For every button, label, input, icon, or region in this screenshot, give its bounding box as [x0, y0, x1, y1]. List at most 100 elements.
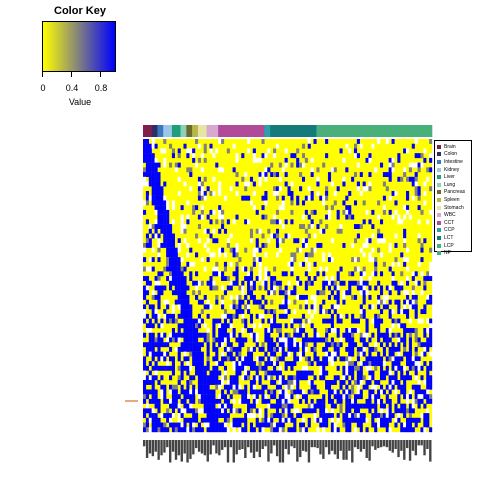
heatmap-cell [235, 380, 239, 385]
heatmap-cell [261, 342, 265, 348]
heatmap-cell [192, 290, 196, 296]
heatmap-cell [284, 309, 288, 315]
heatmap-cell [169, 228, 173, 234]
heatmap-cell [417, 280, 421, 286]
heatmap-cell [299, 186, 303, 192]
heatmap-cell [345, 413, 349, 419]
heatmap-cell [143, 384, 147, 390]
heatmap-cell [339, 318, 343, 324]
heatmap-cell [296, 384, 300, 390]
heatmap-cell [322, 346, 326, 352]
heatmap-cell [203, 304, 207, 310]
heatmap-cell [281, 417, 285, 423]
heatmap-cell [275, 172, 280, 178]
heatmap-cell [377, 233, 381, 239]
heatmap-cell [426, 328, 430, 333]
heatmap-cell [382, 332, 386, 338]
heatmap-cell [203, 365, 207, 371]
heatmap-cell [359, 172, 363, 178]
heatmap-cell [310, 403, 314, 409]
heatmap-cell [287, 342, 291, 348]
heatmap-cell [235, 337, 239, 343]
heatmap-cell [336, 318, 340, 324]
heatmap-cell [189, 380, 193, 385]
heatmap-cell [408, 318, 412, 324]
heatmap-cell [183, 309, 187, 315]
heatmap-cell [307, 403, 311, 409]
heatmap-cell [235, 247, 239, 253]
heatmap-cell [171, 257, 175, 263]
heatmap-cell [189, 328, 193, 333]
heatmap-cell [423, 361, 427, 367]
heatmap-cell [261, 205, 265, 211]
heatmap-cell [270, 389, 274, 395]
column-label-mark [275, 440, 279, 457]
heatmap-cell [327, 413, 332, 419]
heatmap-cell [145, 167, 149, 173]
heatmap-cell [177, 403, 181, 409]
heatmap-cell [151, 143, 155, 149]
heatmap-cell [362, 242, 366, 248]
heatmap-cell [157, 408, 161, 414]
heatmap-cell [345, 408, 349, 414]
heatmap-cell [290, 346, 294, 352]
heatmap-cell [244, 417, 248, 423]
heatmap-cell [151, 181, 155, 187]
heatmap-cell [221, 139, 225, 144]
heatmap-cell [403, 290, 407, 296]
heatmap-cell [186, 394, 190, 400]
heatmap-cell [273, 290, 277, 296]
heatmap-cell [273, 153, 277, 159]
heatmap-cell [223, 328, 228, 333]
heatmap-cell [261, 427, 265, 433]
heatmap-cell [241, 417, 245, 423]
heatmap-cell [261, 389, 265, 395]
heatmap-cell [160, 271, 164, 277]
heatmap-cell [145, 389, 149, 395]
heatmap-cell [148, 332, 152, 338]
heatmap-cell [171, 252, 175, 258]
heatmap-cell [408, 361, 412, 367]
heatmap-cell [163, 356, 167, 362]
heatmap-cell [290, 261, 294, 267]
heatmap-cell [391, 356, 395, 362]
heatmap-cell [270, 280, 274, 286]
heatmap-cell [351, 417, 355, 423]
heatmap-cell [255, 242, 259, 248]
heatmap-cell [189, 394, 193, 400]
heatmap-cell [313, 309, 317, 315]
heatmap-cell [226, 332, 230, 338]
heatmap-cell [232, 375, 236, 381]
heatmap-cell [353, 257, 358, 263]
heatmap-cell [348, 380, 352, 385]
heatmap-cell [299, 351, 303, 357]
heatmap-cell [310, 380, 314, 385]
heatmap-cell [414, 365, 418, 371]
heatmap-cell [414, 280, 418, 286]
heatmap-cell [284, 271, 288, 277]
heatmap-cell [423, 148, 427, 154]
heatmap-cell [388, 172, 392, 178]
heatmap-cell [304, 238, 308, 244]
heatmap-cell [316, 356, 320, 362]
heatmap-cell [267, 342, 271, 348]
heatmap-cell [353, 224, 358, 229]
heatmap-cell [293, 342, 297, 348]
heatmap-cell [351, 384, 355, 390]
heatmap-cell [408, 332, 412, 338]
heatmap-cell [235, 242, 239, 248]
heatmap-cell [212, 403, 216, 409]
heatmap-cell [374, 313, 378, 319]
heatmap-cell [157, 209, 161, 215]
heatmap-cell [397, 176, 401, 182]
heatmap-cell [423, 190, 427, 196]
heatmap-cell [218, 205, 222, 211]
heatmap-cell [429, 139, 433, 144]
heatmap-cell [336, 294, 340, 300]
heatmap-cell [223, 365, 228, 371]
heatmap-cell [385, 285, 389, 291]
heatmap-cell [426, 394, 430, 400]
heatmap-cell [186, 342, 190, 348]
heatmap-cell [379, 318, 384, 324]
heatmap-cell [232, 356, 236, 362]
